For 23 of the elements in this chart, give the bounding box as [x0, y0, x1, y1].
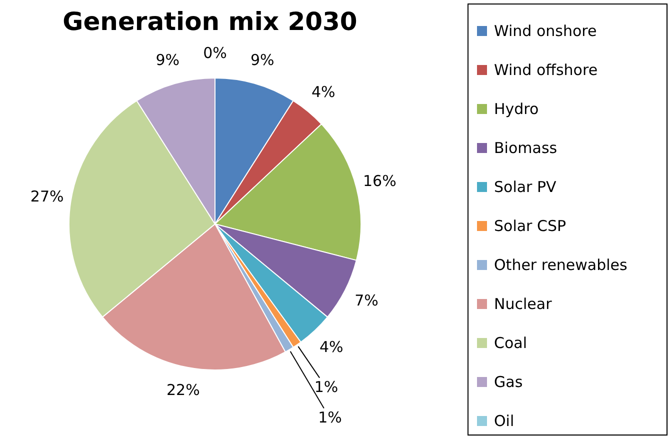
data-label: 27% [30, 188, 64, 206]
legend-label: Oil [494, 412, 514, 430]
legend-label: Solar PV [494, 178, 558, 196]
legend-label: Biomass [494, 139, 558, 157]
legend-label: Wind offshore [494, 61, 598, 79]
legend-label: Solar CSP [494, 217, 566, 235]
data-label: 1% [318, 408, 342, 427]
data-label: 16% [362, 172, 396, 190]
legend-label: Coal [494, 334, 528, 352]
data-label: 1% [314, 378, 338, 396]
legend-label: Wind onshore [494, 22, 597, 40]
data-label: 4% [311, 83, 336, 102]
data-label: 7% [354, 291, 378, 310]
text: 0% [203, 44, 227, 62]
data-label: 4% [319, 338, 344, 356]
chart-title: Generation mix 2030 [62, 7, 358, 36]
data-label: 9% [250, 50, 274, 69]
data-label: 9% [156, 50, 180, 69]
legend-label: Hydro [494, 100, 539, 118]
legend-label: Other renewables [494, 256, 628, 274]
data-label: 22% [166, 381, 200, 400]
legend-label: Nuclear [494, 295, 553, 313]
legend-label: Gas [494, 373, 523, 391]
